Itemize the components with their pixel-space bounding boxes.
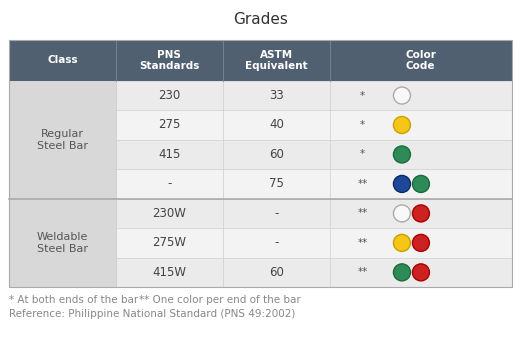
Text: *: * xyxy=(360,150,365,159)
Text: 415: 415 xyxy=(158,148,181,161)
Text: 275W: 275W xyxy=(152,236,187,250)
Text: 415W: 415W xyxy=(152,266,187,279)
Text: **: ** xyxy=(357,179,368,189)
Bar xyxy=(116,199,223,228)
Bar xyxy=(330,140,512,169)
Text: * At both ends of the bar: * At both ends of the bar xyxy=(9,295,139,305)
Text: 75: 75 xyxy=(269,177,284,190)
Text: Color
Code: Color Code xyxy=(405,50,436,71)
Bar xyxy=(223,258,330,287)
Text: Regular
Steel Bar: Regular Steel Bar xyxy=(37,129,88,151)
Text: Grades: Grades xyxy=(233,11,288,27)
Circle shape xyxy=(393,87,411,104)
Text: ASTM
Equivalent: ASTM Equivalent xyxy=(245,50,307,71)
Bar xyxy=(116,258,223,287)
Bar xyxy=(116,169,223,199)
Bar xyxy=(223,169,330,199)
Bar xyxy=(9,81,116,199)
Text: 230: 230 xyxy=(158,89,180,102)
Circle shape xyxy=(393,117,411,134)
Bar xyxy=(330,199,512,228)
Circle shape xyxy=(393,175,411,192)
Text: **: ** xyxy=(357,208,368,219)
Bar xyxy=(9,40,512,81)
Bar xyxy=(116,140,223,169)
Bar xyxy=(223,110,330,140)
Text: *: * xyxy=(360,90,365,101)
Bar xyxy=(9,40,512,287)
Text: Reference: Philippine National Standard (PNS 49:2002): Reference: Philippine National Standard … xyxy=(9,309,296,319)
Circle shape xyxy=(393,146,411,163)
Text: -: - xyxy=(167,177,171,190)
Circle shape xyxy=(413,264,429,281)
Text: Weldable
Steel Bar: Weldable Steel Bar xyxy=(37,232,88,254)
Circle shape xyxy=(413,175,429,192)
Bar xyxy=(223,199,330,228)
Text: 33: 33 xyxy=(269,89,284,102)
Text: **: ** xyxy=(357,238,368,248)
Text: -: - xyxy=(274,207,279,220)
Text: ** One color per end of the bar: ** One color per end of the bar xyxy=(140,295,301,305)
Bar xyxy=(9,199,116,287)
Text: PNS
Standards: PNS Standards xyxy=(139,50,200,71)
Text: *: * xyxy=(360,120,365,130)
Bar xyxy=(223,140,330,169)
Bar xyxy=(223,81,330,110)
Circle shape xyxy=(393,205,411,222)
Bar xyxy=(116,81,223,110)
Circle shape xyxy=(393,235,411,251)
Bar xyxy=(330,228,512,258)
Bar xyxy=(330,258,512,287)
Bar xyxy=(330,110,512,140)
Bar xyxy=(116,228,223,258)
Text: 60: 60 xyxy=(269,266,284,279)
Text: 60: 60 xyxy=(269,148,284,161)
Bar xyxy=(330,169,512,199)
Circle shape xyxy=(413,235,429,251)
Text: Class: Class xyxy=(47,55,78,65)
Text: 40: 40 xyxy=(269,119,284,132)
Circle shape xyxy=(413,205,429,222)
Text: -: - xyxy=(274,236,279,250)
Text: 275: 275 xyxy=(158,119,181,132)
Bar xyxy=(116,110,223,140)
Text: **: ** xyxy=(357,267,368,277)
Text: 230W: 230W xyxy=(153,207,187,220)
Bar xyxy=(223,228,330,258)
Bar xyxy=(330,81,512,110)
Circle shape xyxy=(393,264,411,281)
